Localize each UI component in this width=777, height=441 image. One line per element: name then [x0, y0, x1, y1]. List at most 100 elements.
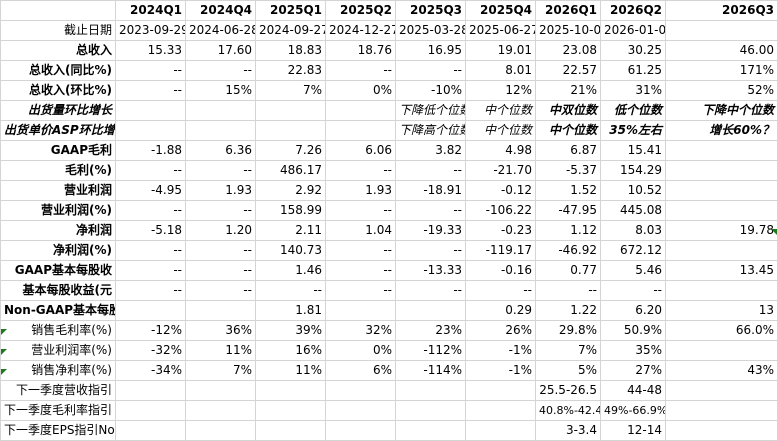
cell[interactable]: 10.52: [601, 181, 666, 201]
cell[interactable]: 15%: [186, 81, 256, 101]
cell[interactable]: 40.8%-42.4%: [536, 401, 601, 421]
cell[interactable]: [186, 381, 256, 401]
row-label[interactable]: 总收入(同比%): [1, 61, 116, 81]
cell[interactable]: 0%: [326, 81, 396, 101]
header-cell[interactable]: 2024Q4: [186, 1, 256, 21]
cell[interactable]: 5%: [536, 361, 601, 381]
cell[interactable]: 4.98: [466, 141, 536, 161]
row-label[interactable]: 截止日期: [1, 21, 116, 41]
cell[interactable]: 35%: [601, 341, 666, 361]
header-cell[interactable]: [1, 1, 116, 21]
header-cell[interactable]: 2025Q2: [326, 1, 396, 21]
cell[interactable]: --: [186, 241, 256, 261]
row-label[interactable]: 营业利润: [1, 181, 116, 201]
cell[interactable]: 2025-10-03: [536, 21, 601, 41]
cell[interactable]: 52%: [666, 81, 777, 101]
cell[interactable]: [326, 101, 396, 121]
cell[interactable]: --: [186, 281, 256, 301]
cell[interactable]: 35%左右: [601, 121, 666, 141]
cell[interactable]: [396, 421, 466, 441]
row-label[interactable]: 净利润: [1, 221, 116, 241]
cell[interactable]: 1.93: [326, 181, 396, 201]
row-label[interactable]: 营业利润(%): [1, 201, 116, 221]
cell[interactable]: 5.46: [601, 261, 666, 281]
cell[interactable]: 32%: [326, 321, 396, 341]
cell[interactable]: -114%: [396, 361, 466, 381]
row-label[interactable]: 总收入: [1, 41, 116, 61]
comment-indicator-icon[interactable]: [1, 369, 7, 375]
cell[interactable]: 2026-01-02: [601, 21, 666, 41]
cell[interactable]: 49%-66.9%: [601, 401, 666, 421]
cell[interactable]: [116, 421, 186, 441]
cell[interactable]: [396, 301, 466, 321]
cell[interactable]: --: [396, 241, 466, 261]
cell[interactable]: 0%: [326, 341, 396, 361]
cell[interactable]: --: [116, 261, 186, 281]
cell[interactable]: [666, 341, 777, 361]
cell[interactable]: [666, 281, 777, 301]
cell[interactable]: 140.73: [256, 241, 326, 261]
cell[interactable]: -13.33: [396, 261, 466, 281]
cell[interactable]: 7%: [256, 81, 326, 101]
cell[interactable]: 3.82: [396, 141, 466, 161]
cell[interactable]: 672.12: [601, 241, 666, 261]
cell[interactable]: 13: [666, 301, 777, 321]
cell[interactable]: 中个位数: [466, 121, 536, 141]
cell[interactable]: 25.5-26.5: [536, 381, 601, 401]
cell[interactable]: -10%: [396, 81, 466, 101]
cell[interactable]: 下降低个位数: [396, 101, 466, 121]
cell[interactable]: [666, 201, 777, 221]
cell[interactable]: 36%: [186, 321, 256, 341]
cell[interactable]: 2024-12-27: [326, 21, 396, 41]
cell[interactable]: 22.57: [536, 61, 601, 81]
cell[interactable]: 增长60%？: [666, 121, 777, 141]
cell[interactable]: [666, 21, 777, 41]
cell[interactable]: [256, 101, 326, 121]
cell[interactable]: 2.11: [256, 221, 326, 241]
cell[interactable]: --: [186, 261, 256, 281]
cell[interactable]: -1%: [466, 361, 536, 381]
cell[interactable]: 2024-06-28: [186, 21, 256, 41]
cell[interactable]: [116, 401, 186, 421]
row-label[interactable]: 下一季度毛利率指引: [1, 401, 116, 421]
cell[interactable]: 30.25: [601, 41, 666, 61]
row-label[interactable]: Non-GAAP基本每股收益(元): [1, 301, 116, 321]
cell[interactable]: [186, 101, 256, 121]
cell[interactable]: 16%: [256, 341, 326, 361]
cell[interactable]: -12%: [116, 321, 186, 341]
cell[interactable]: --: [536, 281, 601, 301]
cell[interactable]: 23%: [396, 321, 466, 341]
cell[interactable]: --: [256, 281, 326, 301]
cell[interactable]: 11%: [256, 361, 326, 381]
cell[interactable]: 19.01: [466, 41, 536, 61]
cell[interactable]: -47.95: [536, 201, 601, 221]
cell[interactable]: 44-48: [601, 381, 666, 401]
row-label[interactable]: 出货单价ASP环比增长: [1, 121, 116, 141]
cell[interactable]: -0.23: [466, 221, 536, 241]
row-label[interactable]: 下一季度营收指引: [1, 381, 116, 401]
cell[interactable]: 15.33: [116, 41, 186, 61]
cell[interactable]: [396, 381, 466, 401]
cell[interactable]: --: [326, 281, 396, 301]
cell[interactable]: 2.92: [256, 181, 326, 201]
cell[interactable]: [256, 381, 326, 401]
cell[interactable]: 0.77: [536, 261, 601, 281]
row-label[interactable]: GAAP基本每股收: [1, 261, 116, 281]
cell[interactable]: [466, 421, 536, 441]
cell[interactable]: -106.22: [466, 201, 536, 221]
cell[interactable]: -119.17: [466, 241, 536, 261]
cell[interactable]: 171%: [666, 61, 777, 81]
cell[interactable]: 中个位数: [536, 121, 601, 141]
cell[interactable]: [186, 421, 256, 441]
cell[interactable]: --: [326, 201, 396, 221]
cell[interactable]: [666, 181, 777, 201]
cell[interactable]: -0.16: [466, 261, 536, 281]
header-cell[interactable]: 2026Q3: [666, 1, 777, 21]
cell[interactable]: 6.87: [536, 141, 601, 161]
row-label[interactable]: 毛利(%): [1, 161, 116, 181]
header-cell[interactable]: 2026Q2: [601, 1, 666, 21]
cell[interactable]: 486.17: [256, 161, 326, 181]
cell[interactable]: 1.52: [536, 181, 601, 201]
cell[interactable]: --: [116, 201, 186, 221]
cell[interactable]: -18.91: [396, 181, 466, 201]
